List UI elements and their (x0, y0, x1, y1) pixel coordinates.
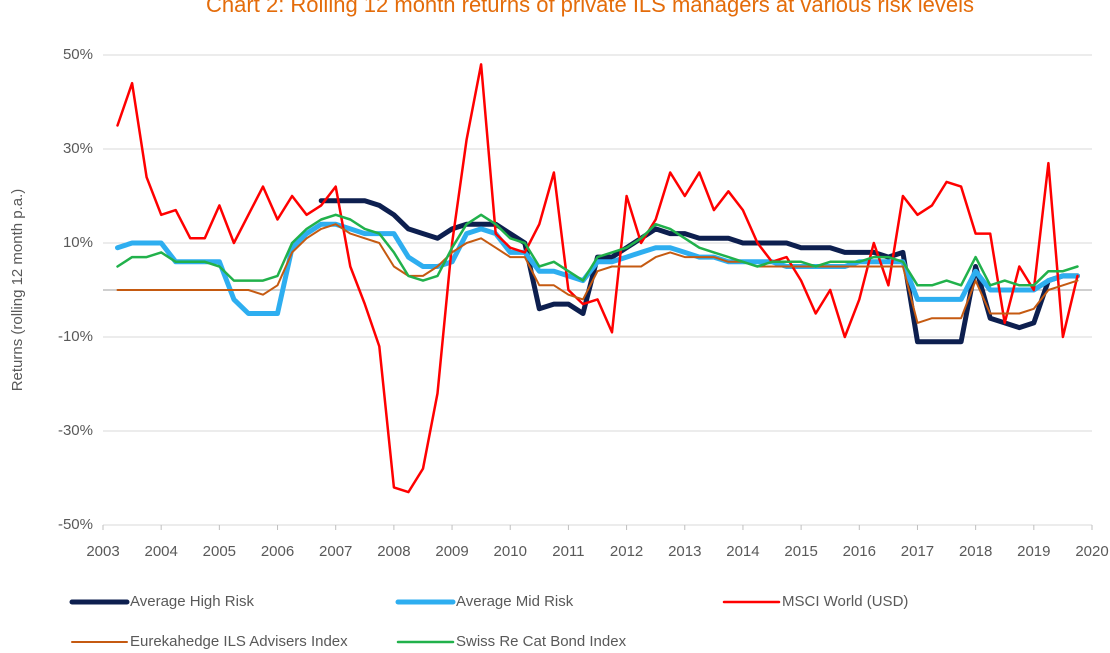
x-tick-label: 2009 (435, 543, 468, 560)
y-tick-label: -30% (58, 422, 93, 439)
legend-label: Average High Risk (130, 593, 254, 610)
x-tick-label: 2018 (959, 543, 992, 560)
series-line (318, 198, 1080, 345)
x-tick-label: 2020 (1075, 543, 1108, 560)
legend-label: Average Mid Risk (456, 593, 574, 610)
x-tick-label: 2013 (668, 543, 701, 560)
x-tick-label: 2003 (86, 543, 119, 560)
x-tick-label: 2012 (610, 543, 643, 560)
x-tick-label: 2015 (784, 543, 817, 560)
legend-label: Eurekahedge ILS Advisers Index (130, 633, 348, 650)
x-tick-label: 2010 (494, 543, 527, 560)
x-tick-label: 2016 (843, 543, 876, 560)
x-tick-label: 2006 (261, 543, 294, 560)
x-tick-label: 2008 (377, 543, 410, 560)
x-tick-label: 2004 (144, 543, 177, 560)
y-tick-label: -50% (58, 516, 93, 533)
series-line (116, 223, 1079, 324)
y-tick-label: 50% (63, 46, 93, 63)
legend-label: MSCI World (USD) (782, 593, 908, 610)
y-tick-label: 10% (63, 234, 93, 251)
series-line (116, 213, 1079, 287)
legend-label: Swiss Re Cat Bond Index (456, 633, 627, 650)
x-tick-label: 2007 (319, 543, 352, 560)
x-tick-label: 2014 (726, 543, 759, 560)
y-tick-label: -10% (58, 328, 93, 345)
series-line (115, 221, 1080, 316)
x-tick-label: 2005 (203, 543, 236, 560)
x-tick-label: 2011 (552, 543, 584, 560)
series-line (116, 63, 1079, 494)
x-tick-label: 2019 (1017, 543, 1050, 560)
x-tick-label: 2017 (901, 543, 934, 560)
y-axis-label: Returns (rolling 12 month p.a.) (9, 189, 26, 392)
y-tick-label: 30% (63, 140, 93, 157)
chart-title: Chart 2: Rolling 12 month returns of pri… (206, 0, 974, 17)
